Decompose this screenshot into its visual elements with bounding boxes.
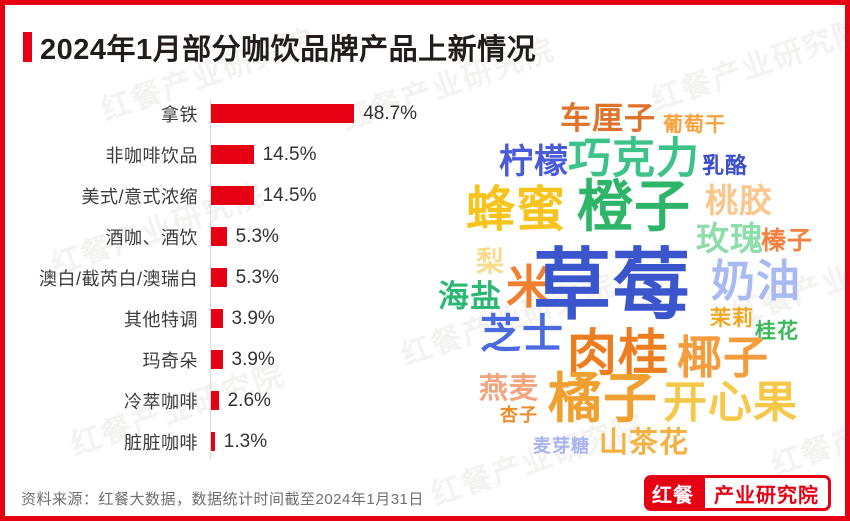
wordcloud-word: 玫瑰 [696, 220, 764, 257]
wordcloud-word: 梨 [476, 246, 506, 277]
wordcloud-word: 肉桂 [567, 325, 669, 381]
bar-row: 非咖啡饮品 14.5% [17, 134, 422, 175]
y-axis-line [210, 99, 211, 459]
wordcloud: 车厘子 葡萄干柠檬 巧克力 乳酪蜂蜜 橙子 桃胶 玫瑰 榛子梨米海盐 草莓 奶油 茉莉 桂花 芝士 肉桂椰… [430, 93, 845, 468]
bar-chart: 拿铁 48.7% 非咖啡饮品 14.5% 美式/意式浓缩 14.5% 酒咖、酒饮 5.3% 澳白… [17, 93, 422, 463]
wordcloud-word: 橘子 [548, 369, 658, 429]
wordcloud-word: 桃胶 [705, 182, 773, 219]
wordcloud-word: 燕麦 [479, 373, 540, 405]
wordcloud-word: 蜂蜜 [466, 183, 567, 237]
bar-row: 澳白/截芮白/澳瑞白 5.3% [17, 257, 422, 298]
wordcloud-word: 芝士 [480, 311, 564, 357]
bar-row: 拿铁 48.7% [17, 93, 422, 134]
bar-category-label: 玛奇朵 [142, 350, 198, 371]
bar-fill [211, 145, 254, 164]
bar-row: 脏脏咖啡 1.3% [17, 421, 422, 462]
bar-fill [211, 432, 215, 451]
bar-row: 其他特调 3.9% [17, 298, 422, 339]
bar-row: 酒咖、酒饮 5.3% [17, 216, 422, 257]
wordcloud-word: 橙子 [577, 175, 691, 238]
bar-category-label: 脏脏咖啡 [124, 432, 198, 453]
wordcloud-word: 奶油 [711, 257, 801, 306]
bar-value-label: 5.3% [235, 225, 279, 247]
bar-value-label: 14.5% [262, 143, 317, 165]
page-title: 2024年1月部分咖饮品牌产品上新情况 [40, 34, 537, 66]
bar-row: 美式/意式浓缩 14.5% [17, 175, 422, 216]
bar-value-label: 3.9% [231, 307, 275, 329]
bar-category-label: 拿铁 [161, 104, 198, 125]
wordcloud-word: 杏子 [500, 405, 538, 425]
wordcloud-word: 柠檬 [499, 143, 569, 181]
bar-value-label: 3.9% [231, 348, 275, 370]
bar-fill [211, 350, 223, 369]
bar-fill [211, 268, 227, 287]
bar-fill [211, 227, 227, 246]
bar-row: 玛奇朵 3.9% [17, 339, 422, 380]
bar-category-label: 冷萃咖啡 [124, 391, 198, 412]
source-note: 资料来源：红餐大数据，数据统计时间截至2024年1月31日 [21, 491, 424, 508]
wordcloud-word: 榛子 [761, 227, 814, 255]
title-accent-bar [23, 32, 32, 62]
bar-chart-rows: 拿铁 48.7% 非咖啡饮品 14.5% 美式/意式浓缩 14.5% 酒咖、酒饮 5.3% 澳白… [17, 93, 422, 462]
bar-category-label: 澳白/截芮白/澳瑞白 [38, 268, 198, 289]
wordcloud-word: 草莓 [533, 241, 692, 329]
wordcloud-word: 米 [506, 261, 553, 313]
brand-logo-secondary: 产业研究院 [702, 475, 831, 511]
wordcloud-word: 开心果 [663, 378, 798, 427]
bar-row: 冷萃咖啡 2.6% [17, 380, 422, 421]
brand-logo-primary: 红餐 [644, 475, 702, 511]
wordcloud-word: 茉莉 [710, 307, 754, 330]
bar-value-label: 2.6% [227, 389, 271, 411]
bar-value-label: 48.7% [363, 102, 418, 124]
wordcloud-word: 麦芽糖 [533, 436, 590, 456]
wordcloud-word: 车厘子 [560, 101, 656, 136]
wordcloud-word: 山茶花 [599, 427, 690, 459]
bar-fill [211, 186, 254, 205]
bar-category-label: 酒咖、酒饮 [105, 227, 198, 248]
bar-category-label: 非咖啡饮品 [105, 145, 198, 166]
brand-logo: 红餐 产业研究院 [644, 475, 831, 511]
wordcloud-word: 椰子 [677, 332, 770, 383]
bar-value-label: 1.3% [223, 430, 268, 452]
bar-value-label: 5.3% [235, 266, 279, 288]
wordcloud-word: 葡萄干 [663, 114, 726, 136]
page-header: 2024年1月部分咖饮品牌产品上新情况 [23, 26, 536, 68]
bar-category-label: 美式/意式浓缩 [81, 186, 198, 207]
bar-fill [211, 391, 219, 410]
wordcloud-word: 桂花 [755, 320, 799, 343]
wordcloud-word: 巧克力 [568, 135, 700, 183]
bar-fill [211, 309, 223, 328]
wordcloud-word: 乳酪 [702, 153, 749, 178]
wordcloud-word: 海盐 [438, 279, 502, 314]
bar-value-label: 14.5% [262, 184, 317, 206]
bar-category-label: 其他特调 [124, 309, 198, 330]
bar-fill [211, 104, 355, 123]
